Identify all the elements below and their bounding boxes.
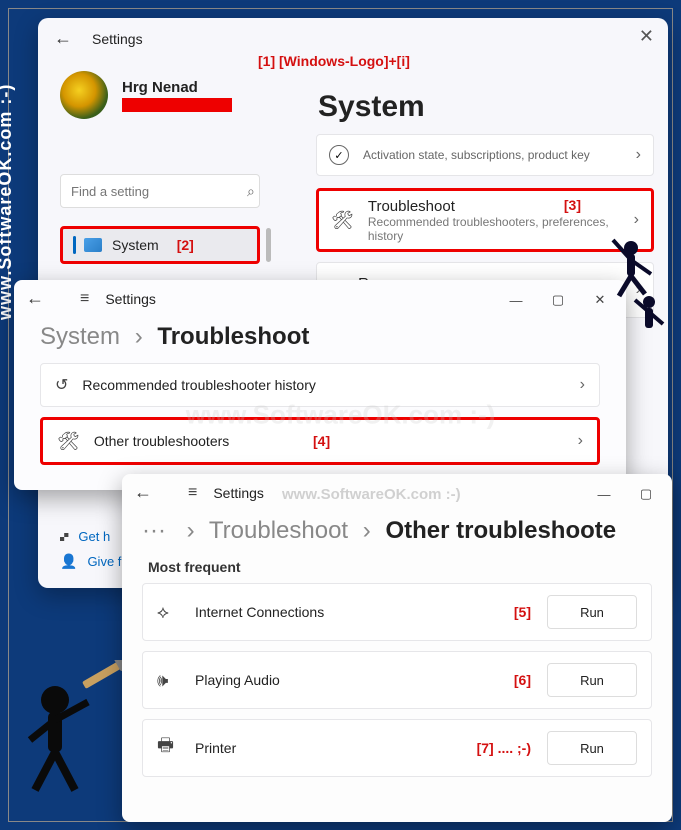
- maximize-button[interactable]: ▢: [540, 286, 576, 314]
- breadcrumb-current: Other troubleshoote: [385, 517, 616, 544]
- annotation-6: [6]: [514, 672, 531, 688]
- redacted-email: [122, 98, 232, 112]
- decorative-climber: [601, 230, 671, 340]
- scrollbar[interactable]: [266, 228, 271, 262]
- profile-name: Hrg Nenad: [122, 79, 232, 96]
- get-help-link[interactable]: 🙾 Get h: [60, 528, 121, 545]
- search-input[interactable]: [71, 184, 247, 199]
- item-label: Playing Audio: [195, 672, 514, 688]
- bottom-links: 🙾 Get h 👤 Give f: [60, 520, 121, 570]
- breadcrumb-separator: ›: [363, 517, 371, 544]
- other-troubleshooters-row[interactable]: 🛠 Other troubleshooters [4] ›: [40, 417, 600, 465]
- printer-icon: 🖶: [157, 733, 179, 763]
- annotation-7: [7] .... ;-): [477, 740, 531, 756]
- page-title: System: [318, 90, 425, 124]
- annotation-3: [3]: [564, 197, 581, 213]
- history-row[interactable]: ↺ Recommended troubleshooter history ›: [40, 363, 600, 407]
- minimize-button[interactable]: —: [586, 480, 622, 508]
- history-label: Recommended troubleshooter history: [82, 377, 579, 393]
- header-title: Settings: [92, 31, 143, 47]
- troubleshoot-title: Troubleshoot: [368, 198, 634, 215]
- sidebar-label: System: [112, 237, 159, 253]
- system-icon: [84, 238, 102, 252]
- annotation-1: [1] [Windows-Logo]+[i]: [258, 53, 410, 69]
- sidebar-item-system[interactable]: System [2]: [60, 226, 260, 264]
- chevron-right-icon: ›: [636, 146, 641, 164]
- breadcrumb: System › Troubleshoot: [14, 317, 626, 363]
- back-arrow-icon[interactable]: ←: [54, 28, 72, 49]
- header-title: Settings: [105, 291, 156, 307]
- breadcrumb-ellipsis[interactable]: ···: [142, 517, 166, 544]
- activation-subtitle: Activation state, subscriptions, product…: [363, 148, 590, 162]
- give-feedback-link[interactable]: 👤 Give f: [60, 553, 121, 570]
- help-icon: 🙾: [60, 528, 68, 545]
- feedback-icon: 👤: [60, 553, 77, 570]
- search-icon: ⌕: [247, 183, 255, 200]
- settings-window-2: ← ≡ Settings — ▢ ✕ System › Troubleshoot…: [14, 280, 626, 490]
- minimize-button[interactable]: —: [498, 286, 534, 314]
- chevron-right-icon: ›: [634, 211, 639, 229]
- help-label: Get h: [78, 529, 110, 544]
- activation-card[interactable]: ✓ Activation state, subscriptions, produ…: [316, 134, 654, 176]
- chevron-right-icon: ›: [580, 376, 585, 394]
- back-arrow-icon[interactable]: ←: [134, 482, 152, 503]
- item-label: Printer: [195, 740, 477, 756]
- search-box[interactable]: ⌕: [60, 174, 260, 208]
- annotation-2: [2]: [177, 237, 194, 253]
- close-icon[interactable]: ✕: [639, 26, 654, 47]
- settings-window-3: ← ≡ Settings — ▢ www.SoftwareOK.com :-) …: [122, 474, 672, 822]
- annotation-5: [5]: [514, 604, 531, 620]
- breadcrumb-troubleshoot[interactable]: Troubleshoot: [209, 517, 348, 544]
- item-label: Internet Connections: [195, 604, 514, 620]
- chevron-right-icon: ›: [578, 432, 583, 450]
- troubleshoot-desc: Recommended troubleshooters, preferences…: [368, 215, 634, 243]
- troubleshooter-row-printer: 🖶 Printer [7] .... ;-) Run: [142, 719, 652, 777]
- breadcrumb-separator: ›: [135, 323, 143, 350]
- section-label: Most frequent: [122, 559, 672, 583]
- troubleshooter-row-internet: ⟡ Internet Connections [5] Run: [142, 583, 652, 641]
- feedback-label: Give f: [87, 554, 121, 569]
- activation-icon: ✓: [329, 145, 349, 165]
- run-button[interactable]: Run: [547, 595, 637, 629]
- header-title: Settings: [213, 485, 264, 501]
- avatar: [60, 71, 108, 119]
- hamburger-icon[interactable]: ≡: [80, 290, 89, 308]
- maximize-button[interactable]: ▢: [628, 480, 664, 508]
- speaker-icon: 🕪: [157, 670, 179, 691]
- active-indicator: [73, 236, 76, 254]
- history-icon: ↺: [55, 375, 68, 395]
- wrench-icon: 🛠: [57, 431, 80, 452]
- annotation-4: [4]: [313, 433, 330, 449]
- troubleshooter-row-audio: 🕪 Playing Audio [6] Run: [142, 651, 652, 709]
- back-arrow-icon[interactable]: ←: [26, 288, 44, 309]
- breadcrumb-system[interactable]: System: [40, 323, 120, 350]
- wrench-icon: 🛠: [331, 210, 354, 231]
- breadcrumb-current: Troubleshoot: [157, 323, 309, 350]
- hamburger-icon[interactable]: ≡: [188, 484, 197, 502]
- window2-header: ← ≡ Settings — ▢ ✕: [14, 280, 626, 317]
- other-label: Other troubleshooters: [94, 433, 578, 449]
- window3-header: ← ≡ Settings — ▢: [122, 474, 672, 511]
- run-button[interactable]: Run: [547, 663, 637, 697]
- breadcrumb-separator: ›: [187, 517, 195, 544]
- wifi-icon: ⟡: [157, 602, 179, 623]
- run-button[interactable]: Run: [547, 731, 637, 765]
- breadcrumb: ··· › Troubleshoot › Other troubleshoote: [122, 511, 672, 559]
